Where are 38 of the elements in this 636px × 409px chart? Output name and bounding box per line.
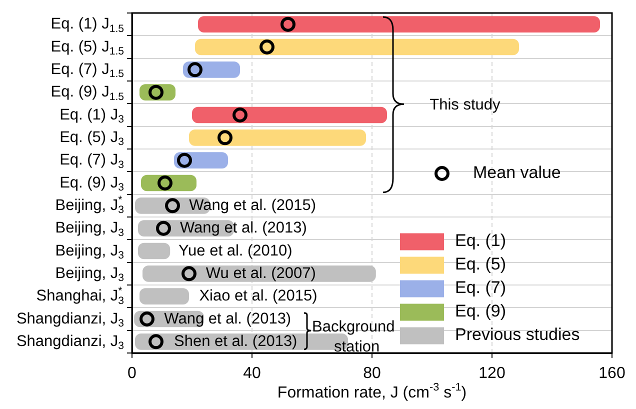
annotation: This study bbox=[430, 96, 500, 114]
legend-label: Previous studies bbox=[455, 324, 580, 344]
bar bbox=[192, 106, 387, 124]
legend-label: Eq. (7) bbox=[455, 278, 506, 297]
bar bbox=[189, 130, 366, 146]
bar bbox=[140, 288, 189, 304]
legend-label: Eq. (1) bbox=[455, 230, 506, 250]
legend-label: Mean value bbox=[473, 163, 561, 182]
point bbox=[165, 198, 180, 214]
point bbox=[182, 266, 196, 282]
bar bbox=[138, 242, 170, 260]
point bbox=[218, 130, 232, 146]
point bbox=[280, 16, 296, 32]
x-tick-label: 160 bbox=[598, 365, 626, 382]
point bbox=[177, 152, 192, 168]
annotation: Yue et al. (2010) bbox=[178, 242, 292, 260]
legend-label: Eq. (9) bbox=[455, 301, 506, 320]
annotation: Xiao et al. (2015) bbox=[199, 288, 318, 305]
point bbox=[156, 220, 171, 236]
annotation: Wu et al. (2007) bbox=[206, 264, 316, 282]
x-tick-label: 80 bbox=[363, 365, 381, 382]
annotation: Shen et al. (2013) bbox=[174, 332, 298, 350]
bar bbox=[195, 38, 519, 56]
bar bbox=[142, 266, 376, 282]
bar bbox=[198, 16, 600, 32]
point bbox=[148, 334, 164, 350]
x-tick-label: 40 bbox=[243, 365, 261, 382]
point bbox=[232, 108, 248, 122]
annotation: Background station bbox=[312, 318, 395, 356]
point bbox=[188, 62, 202, 78]
point bbox=[260, 40, 274, 54]
annotation: Wang et al. (2013) bbox=[164, 310, 292, 328]
annotation: Wang et al. (2013) bbox=[180, 220, 307, 237]
point bbox=[140, 312, 154, 326]
x-tick-label: 0 bbox=[128, 365, 137, 382]
annotation: Wang et al. (2015) bbox=[189, 196, 316, 214]
legend-label: Eq. (5) bbox=[455, 254, 506, 274]
x-tick-label: 120 bbox=[478, 365, 506, 382]
